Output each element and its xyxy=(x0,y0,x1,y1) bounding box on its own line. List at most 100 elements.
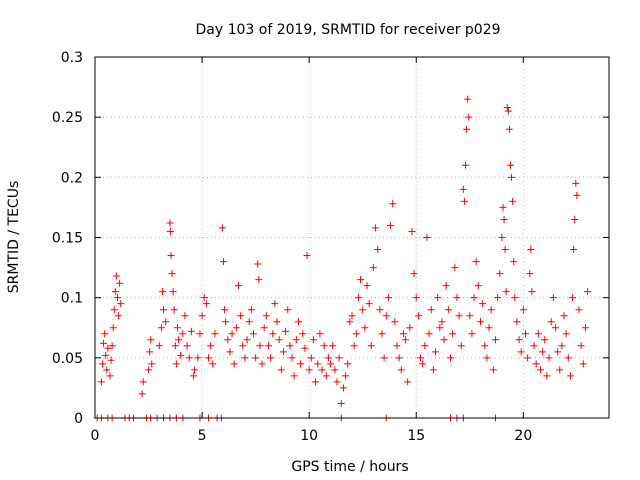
data-point xyxy=(247,306,255,314)
data-point xyxy=(547,318,555,326)
data-point xyxy=(170,306,178,314)
data-point xyxy=(425,330,433,338)
data-point xyxy=(181,312,189,320)
x-tick-label: 20 xyxy=(514,428,532,444)
data-point xyxy=(579,360,587,368)
data-point xyxy=(402,336,410,344)
data-point xyxy=(160,306,168,314)
data-point xyxy=(477,318,484,326)
data-point xyxy=(436,324,444,332)
data-point xyxy=(573,191,581,199)
y-tick-label: 0.05 xyxy=(52,351,83,367)
data-point xyxy=(108,342,116,350)
data-point xyxy=(566,372,574,380)
data-point xyxy=(361,324,369,332)
data-point xyxy=(228,330,236,338)
data-point xyxy=(453,294,461,302)
data-point xyxy=(432,348,440,356)
y-tick-label: 0.25 xyxy=(52,110,83,126)
data-point xyxy=(438,318,446,326)
data-point xyxy=(166,227,174,235)
data-point xyxy=(558,342,566,350)
data-point xyxy=(254,260,262,268)
data-point xyxy=(466,312,474,320)
data-point xyxy=(447,354,455,362)
data-point xyxy=(222,318,230,326)
data-point xyxy=(230,360,238,368)
data-point xyxy=(499,203,507,211)
data-point xyxy=(414,312,422,320)
data-point xyxy=(262,312,270,320)
data-point xyxy=(406,324,414,332)
data-point xyxy=(307,354,315,362)
data-point xyxy=(363,282,371,290)
data-point xyxy=(564,354,572,362)
chart-title: Day 103 of 2019, SRMTID for receiver p02… xyxy=(195,22,500,38)
data-point xyxy=(434,294,442,302)
data-point xyxy=(359,306,367,314)
data-point xyxy=(357,276,365,284)
data-point xyxy=(498,234,506,241)
data-point xyxy=(581,324,589,332)
data-point xyxy=(549,294,557,302)
data-point xyxy=(190,372,198,380)
data-point xyxy=(167,252,175,260)
data-point xyxy=(539,348,547,356)
data-point xyxy=(449,330,457,338)
data-point xyxy=(577,342,585,350)
data-point xyxy=(399,330,407,338)
data-point xyxy=(224,336,232,344)
data-point xyxy=(440,336,448,344)
y-tick-label: 0 xyxy=(74,411,83,427)
data-point xyxy=(457,342,465,350)
data-point xyxy=(442,282,450,290)
data-point xyxy=(275,336,283,344)
data-point xyxy=(148,360,156,368)
x-tick-label: 0 xyxy=(91,428,100,444)
data-point xyxy=(303,252,311,260)
data-point xyxy=(245,318,253,326)
data-point xyxy=(346,318,354,326)
data-point xyxy=(427,306,435,314)
data-point xyxy=(271,300,279,308)
data-point xyxy=(111,288,119,296)
data-point xyxy=(252,354,260,362)
data-point xyxy=(494,294,502,302)
data-point xyxy=(485,324,493,332)
data-point xyxy=(380,354,388,362)
data-point xyxy=(158,288,166,296)
data-point xyxy=(294,318,302,326)
data-point xyxy=(465,113,473,121)
data-point xyxy=(115,312,123,320)
data-point xyxy=(527,246,535,254)
data-point xyxy=(397,366,405,374)
data-point xyxy=(444,306,452,314)
data-point xyxy=(299,330,307,338)
data-point xyxy=(112,272,120,280)
data-point xyxy=(202,300,210,308)
data-point xyxy=(205,354,213,362)
data-point xyxy=(138,390,146,398)
data-point xyxy=(367,342,375,350)
data-point xyxy=(417,354,425,362)
data-point xyxy=(312,378,320,386)
data-point xyxy=(267,354,275,362)
data-point xyxy=(521,330,529,338)
data-point xyxy=(408,227,416,235)
y-tick-label: 0.2 xyxy=(61,170,83,186)
data-point xyxy=(470,294,478,302)
data-point xyxy=(372,224,380,232)
x-tick-label: 15 xyxy=(407,428,425,444)
data-point xyxy=(309,336,317,344)
data-point xyxy=(481,342,489,350)
data-point xyxy=(162,318,170,326)
data-point xyxy=(517,348,525,356)
data-point xyxy=(404,378,412,386)
data-point xyxy=(100,339,108,347)
data-point xyxy=(198,312,206,320)
data-point xyxy=(575,306,583,314)
data-point xyxy=(183,342,191,350)
data-point xyxy=(483,354,491,362)
data-point xyxy=(468,330,476,338)
data-point xyxy=(571,215,579,223)
